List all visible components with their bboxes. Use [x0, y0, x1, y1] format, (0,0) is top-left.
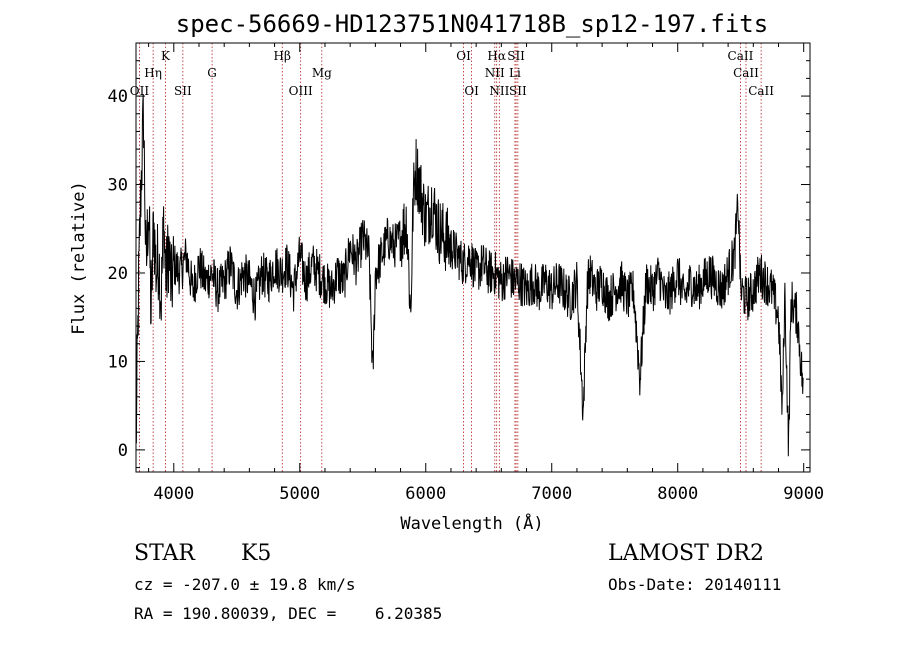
x-tick-label: 7000 — [531, 484, 572, 504]
line-marker-label: Hη — [144, 66, 162, 80]
y-tick-label: 40 — [108, 87, 128, 107]
y-tick-label: 20 — [108, 264, 128, 284]
line-marker-label: SII — [174, 84, 192, 98]
chart-title: spec-56669-HD123751N041718B_sp12-197.fit… — [176, 10, 768, 38]
line-marker-label: K — [161, 49, 171, 63]
object-subclass: K5 — [241, 541, 272, 566]
object-class: STAR — [134, 541, 195, 566]
x-tick-label: 8000 — [657, 484, 698, 504]
ra-dec-coordinates: RA = 190.80039, DEC = 6.20385 — [134, 604, 443, 623]
line-marker-label: OIII — [289, 84, 313, 98]
redshift-velocity: cz = -207.0 ± 19.8 km/s — [134, 575, 356, 594]
x-tick-label: 5000 — [279, 484, 320, 504]
y-tick-label: 0 — [118, 441, 128, 461]
y-tick-label: 30 — [108, 176, 128, 196]
x-tick-label: 6000 — [405, 484, 446, 504]
line-marker-label: CaII — [728, 49, 754, 63]
line-marker-label: SII — [507, 49, 525, 63]
line-marker-label: CaII — [733, 66, 759, 80]
line-marker-label: G — [207, 66, 217, 80]
spectrum-line — [135, 93, 804, 457]
line-marker-label: Hα — [487, 49, 506, 63]
line-marker-label: Li — [509, 66, 521, 80]
line-marker-label: NII — [489, 84, 509, 98]
line-marker-label: CaII — [748, 84, 774, 98]
line-marker-label: OI — [456, 49, 471, 63]
line-marker-label: NII — [485, 66, 505, 80]
x-tick-label: 4000 — [153, 484, 194, 504]
y-axis-label: Flux (relative) — [69, 181, 89, 335]
survey-name: LAMOST DR2 — [608, 541, 764, 566]
line-marker-label: Mg — [312, 66, 332, 80]
observation-date: Obs-Date: 20140111 — [608, 575, 782, 594]
x-axis-ticks: 4000 5000 6000 7000 8000 9000 — [148, 43, 824, 504]
line-marker-label: OII — [130, 84, 150, 98]
y-axis-ticks: 0 10 20 30 40 — [108, 60, 810, 469]
x-tick-label: 9000 — [783, 484, 824, 504]
line-marker-label: SII — [509, 84, 527, 98]
spectral-line-labels: OIIHηKSIIGHβOIIIMgOIOINIIHαNIILiSIISIICa… — [130, 49, 775, 98]
line-marker-label: OI — [464, 84, 479, 98]
line-marker-label: Hβ — [274, 49, 291, 63]
y-tick-label: 10 — [108, 352, 128, 372]
plot-frame — [135, 42, 811, 473]
x-axis-label: Wavelength (Å) — [400, 512, 543, 534]
